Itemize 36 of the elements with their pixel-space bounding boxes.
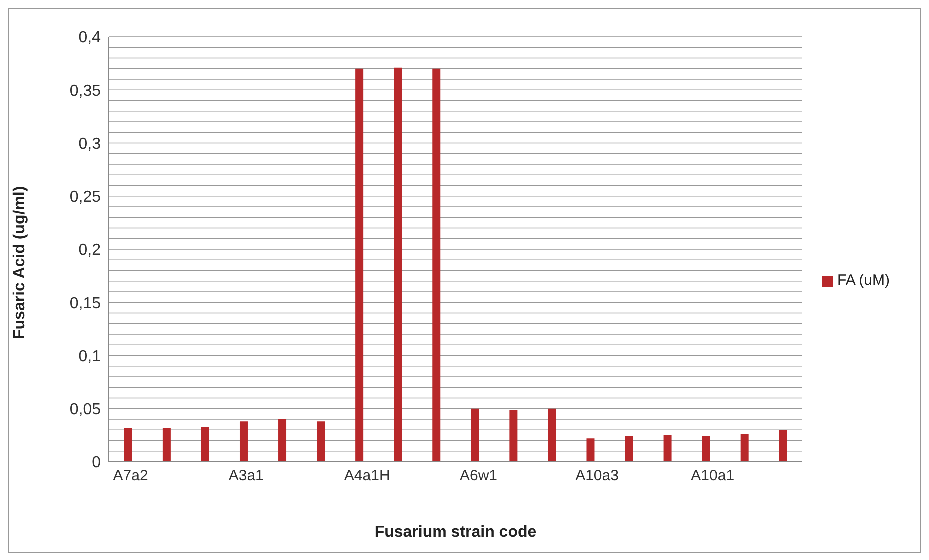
x-tick-label: A10a3 xyxy=(576,468,619,485)
bar xyxy=(779,430,788,462)
x-tick-label: A3a1 xyxy=(228,468,264,485)
y-tick-label: 0,05 xyxy=(70,402,102,419)
y-tick-label: 0,4 xyxy=(78,30,102,47)
bar xyxy=(471,408,480,462)
bar xyxy=(586,438,595,462)
bar xyxy=(702,436,710,462)
y-tick-label: 0,15 xyxy=(70,295,102,312)
x-axis-title: Fusarium strain code xyxy=(374,524,537,541)
bar xyxy=(240,422,248,462)
bar xyxy=(432,68,441,462)
x-tick-label: A7a2 xyxy=(113,468,148,485)
y-tick-label: 0 xyxy=(92,454,102,472)
legend-label: FA (uM) xyxy=(837,272,890,289)
bar xyxy=(548,408,556,462)
y-tick-label: 0,2 xyxy=(78,242,102,260)
bar xyxy=(201,426,210,462)
y-tick-label: 0,35 xyxy=(70,82,102,100)
bar xyxy=(394,68,402,462)
y-tick-label: 0,1 xyxy=(78,348,102,366)
bar xyxy=(162,428,171,462)
bar xyxy=(356,68,364,462)
x-tick-label: A6w1 xyxy=(460,468,498,485)
bar xyxy=(124,428,132,462)
bar xyxy=(510,410,518,462)
bar xyxy=(625,436,634,462)
bar xyxy=(278,420,287,462)
bar xyxy=(740,434,749,462)
x-tick-label: A4a1H xyxy=(344,468,390,485)
bar xyxy=(664,435,672,462)
y-tick-label: 0,25 xyxy=(70,189,102,206)
y-tick-label: 0,3 xyxy=(78,136,102,153)
y-axis-title: Fusaric Acid (ug/ml) xyxy=(12,186,29,340)
bar xyxy=(317,422,326,462)
x-tick-label: A10a1 xyxy=(691,468,735,485)
